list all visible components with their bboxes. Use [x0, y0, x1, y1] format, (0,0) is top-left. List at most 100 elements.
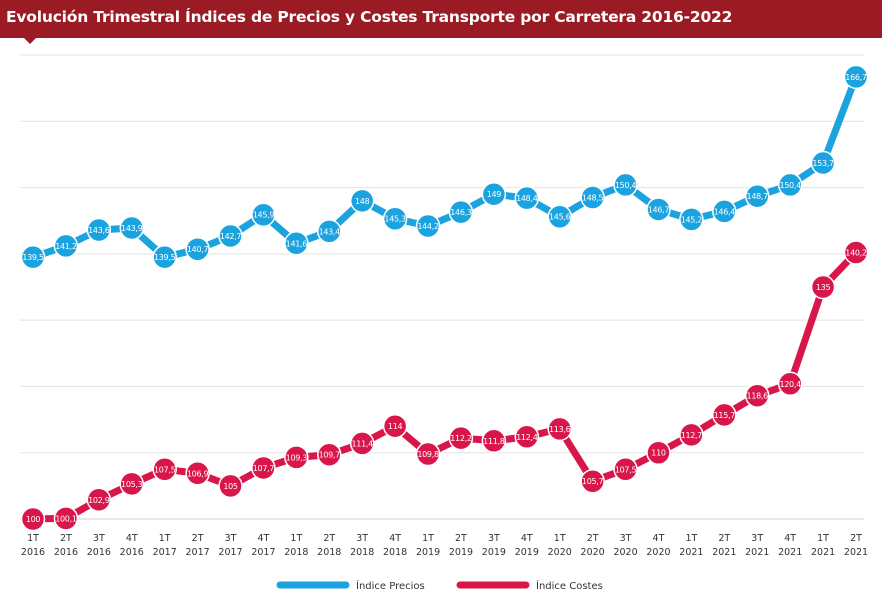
data-point [580, 468, 605, 494]
data-point [613, 457, 638, 482]
x-tick-year: 2018 [284, 547, 308, 558]
x-tick-quarter: 2T [455, 533, 467, 544]
data-label: 148,5 [582, 194, 604, 203]
data-label: 141,2 [55, 242, 77, 251]
data-point [580, 185, 605, 210]
title-notch [22, 36, 38, 44]
data-point [53, 233, 79, 259]
data-point [547, 204, 572, 229]
data-point [185, 236, 210, 262]
data-point [251, 202, 276, 227]
data-label: 109,8 [417, 450, 439, 459]
x-tick-year: 2020 [548, 547, 572, 558]
x-tick-quarter: 4T [389, 533, 401, 544]
data-label: 112,7 [681, 431, 703, 440]
data-point [744, 383, 770, 408]
data-label: 111,4 [351, 439, 373, 448]
x-tick-quarter: 3T [93, 533, 105, 544]
data-point [514, 185, 540, 211]
x-tick-quarter: 3T [225, 533, 237, 544]
x-tick-quarter: 1T [554, 533, 566, 544]
data-point [415, 213, 441, 239]
data-label: 107,5 [154, 465, 176, 474]
data-label: 109,3 [286, 453, 308, 462]
data-point [777, 371, 803, 397]
data-label: 144,2 [417, 222, 439, 231]
data-point [712, 199, 737, 224]
grid-lines [20, 54, 864, 454]
data-label: 145,9 [253, 211, 275, 220]
x-tick-quarter: 1T [159, 533, 171, 544]
data-label: 143,9 [121, 224, 143, 233]
x-tick-quarter: 3T [620, 533, 632, 544]
data-label: 105 [223, 482, 238, 491]
data-label: 148,7 [747, 192, 769, 201]
data-point [613, 172, 638, 198]
data-point [218, 473, 243, 499]
x-tick-year: 2017 [218, 547, 242, 558]
data-point [185, 461, 210, 486]
data-label: 100 [26, 515, 41, 524]
data-label: 112,4 [516, 433, 538, 442]
x-tick-quarter: 1T [685, 533, 697, 544]
x-tick-year: 2020 [613, 547, 637, 558]
x-tick-quarter: 2T [60, 533, 72, 544]
data-label: 145,3 [384, 215, 406, 224]
data-label: 139,5 [154, 253, 176, 262]
data-label: 149 [487, 190, 502, 199]
data-point [481, 181, 507, 207]
data-point [382, 206, 408, 231]
data-point [415, 441, 441, 467]
chart-title: Evolución Trimestral Índices de Precios … [6, 8, 733, 26]
x-tick-quarter: 4T [521, 533, 533, 544]
data-point [349, 188, 375, 214]
x-tick-quarter: 1T [422, 533, 434, 544]
x-tick-quarter: 2T [850, 533, 862, 544]
x-tick-year: 2016 [21, 547, 45, 558]
data-label: 113,6 [549, 425, 571, 434]
data-label: 145,6 [549, 213, 571, 222]
data-label: 143,4 [319, 227, 341, 236]
data-point [317, 442, 342, 467]
data-point [679, 207, 704, 232]
data-point [679, 422, 704, 448]
x-tick-quarter: 4T [653, 533, 665, 544]
x-tick-year: 2021 [844, 547, 868, 558]
data-label: 111,8 [483, 437, 505, 446]
data-label: 140,2 [845, 249, 867, 258]
data-label: 107,7 [253, 464, 275, 473]
data-label: 148,4 [516, 194, 538, 203]
x-tick-quarter: 4T [784, 533, 796, 544]
data-label: 107,5 [615, 465, 637, 474]
data-point [119, 471, 145, 497]
x-tick-year: 2018 [350, 547, 374, 558]
x-tick-year: 2017 [153, 547, 177, 558]
x-tick-year: 2020 [646, 547, 670, 558]
x-tick-year: 2019 [449, 547, 473, 558]
data-point [448, 425, 474, 451]
data-point [382, 413, 408, 439]
data-label: 150,4 [779, 181, 801, 190]
legend-label: Índice Costes [536, 579, 603, 592]
x-tick-year: 2017 [251, 547, 275, 558]
data-label: 140,7 [187, 245, 209, 254]
data-point [349, 431, 375, 456]
data-label: 112,2 [450, 434, 472, 443]
x-tick-year: 2021 [778, 547, 802, 558]
x-tick-year: 2021 [811, 547, 835, 558]
data-points: 139,5 141,2 143,6 143,9 139,5 140,7 142,7 145,9… [20, 64, 869, 532]
x-tick-year: 2018 [317, 547, 341, 558]
data-label: 106,9 [187, 469, 209, 478]
data-label: 105,3 [121, 480, 143, 489]
data-point [646, 440, 671, 465]
data-point [251, 455, 276, 481]
x-tick-quarter: 1T [290, 533, 302, 544]
x-tick-quarter: 1T [817, 533, 829, 544]
data-label: 143,6 [88, 226, 110, 235]
data-point [547, 416, 572, 442]
data-label: 109,7 [319, 451, 341, 460]
series-line [29, 73, 860, 261]
x-tick-quarter: 2T [718, 533, 730, 544]
x-tick-year: 2021 [712, 547, 736, 558]
